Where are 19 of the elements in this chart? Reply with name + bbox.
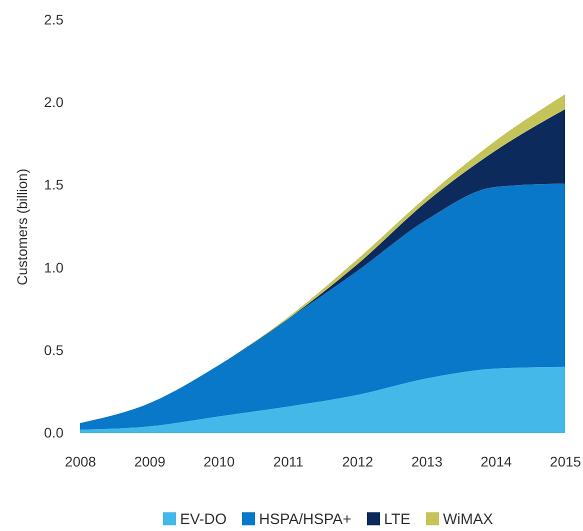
y-axis-title: Customers (billion) bbox=[14, 168, 30, 286]
x-tick-label: 2009 bbox=[134, 454, 166, 470]
y-tick-label: 2.5 bbox=[44, 12, 64, 28]
y-tick-label: 1.0 bbox=[44, 259, 64, 276]
y-tick-label: 0.0 bbox=[44, 424, 64, 440]
x-tick-label: 2011 bbox=[273, 454, 304, 470]
x-tick-label: 2012 bbox=[342, 454, 374, 470]
y-tick-label: 2.0 bbox=[44, 94, 64, 110]
legend-label: WiMAX bbox=[443, 510, 493, 528]
y-tick-label: 1.5 bbox=[44, 176, 64, 193]
x-tick-label: 2013 bbox=[411, 454, 443, 470]
x-tick-label: 2015 bbox=[550, 454, 582, 470]
y-tick-label: 0.5 bbox=[44, 342, 64, 358]
x-tick-label: 2008 bbox=[64, 454, 96, 470]
legend-label: HSPA/HSPA+ bbox=[259, 510, 352, 528]
legend-label: LTE bbox=[384, 510, 410, 528]
x-tick-label: 2014 bbox=[480, 454, 512, 470]
x-tick-label: 2010 bbox=[203, 454, 235, 470]
legend-label: EV-DO bbox=[180, 510, 227, 528]
